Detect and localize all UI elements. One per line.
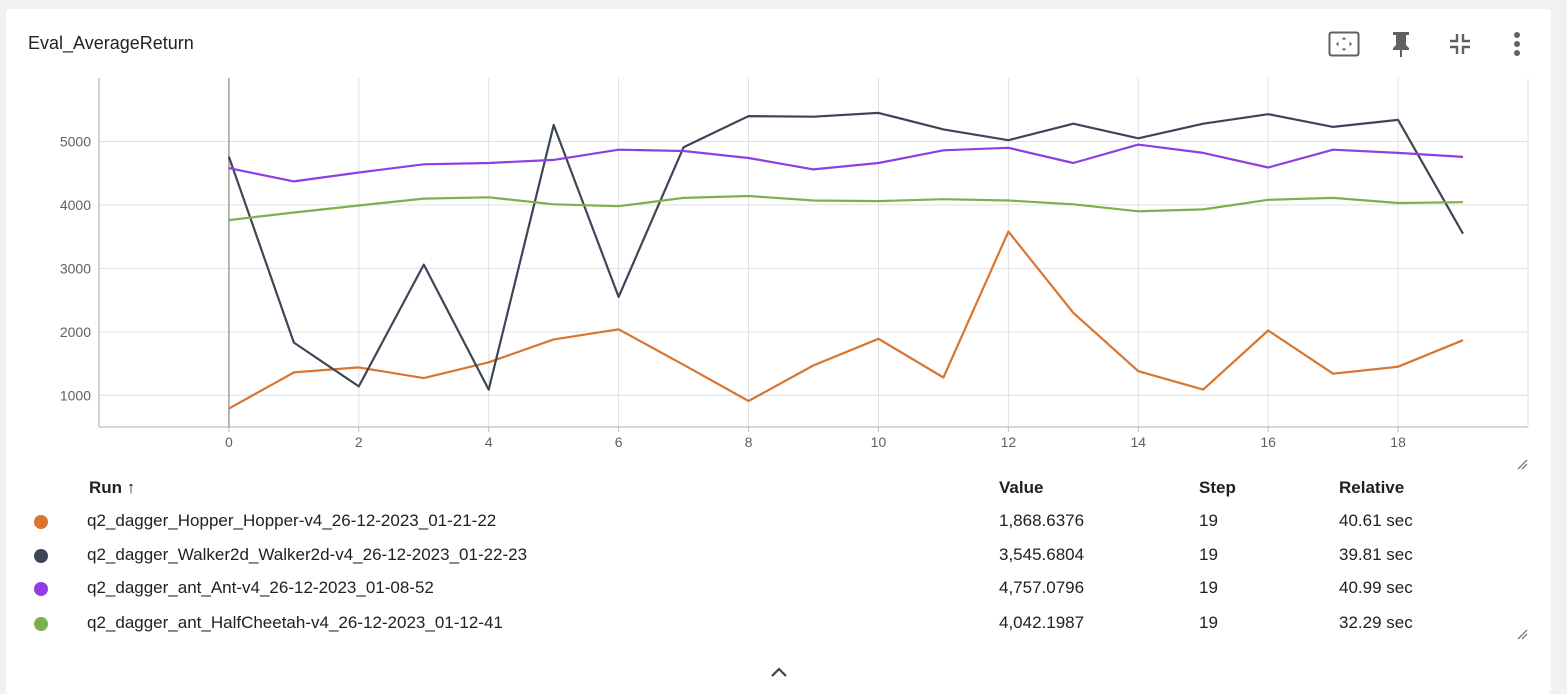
x-tick-label: 12	[1001, 434, 1017, 450]
y-tick-label: 5000	[60, 133, 91, 149]
run-step: 19	[1199, 613, 1218, 632]
chart-resize-handle[interactable]	[1516, 458, 1528, 470]
series-line	[228, 230, 1464, 410]
scalar-card: Eval_AverageReturn 0 2 4 6 8 10 12 14 16 18 1000 20…	[6, 9, 1551, 694]
x-tick-label: 6	[615, 434, 623, 450]
fullscreen-button[interactable]	[1324, 27, 1364, 61]
more-menu-button[interactable]	[1497, 27, 1537, 61]
run-name: q2_dagger_Walker2d_Walker2d-v4_26-12-202…	[87, 545, 528, 564]
run-name: q2_dagger_Hopper_Hopper-v4_26-12-2023_01…	[87, 511, 497, 530]
x-tick-label: 10	[871, 434, 887, 450]
legend-row[interactable]: q2_dagger_Hopper_Hopper-v4_26-12-2023_01…	[6, 505, 1551, 539]
header-value[interactable]: Value	[999, 478, 1044, 497]
run-relative: 40.61 sec	[1339, 511, 1413, 530]
line-chart[interactable]: 0 2 4 6 8 10 12 14 16 18 1000 2000 3000 4000 5000	[6, 9, 1551, 469]
more-vert-icon	[1514, 32, 1520, 56]
run-step: 19	[1199, 545, 1218, 564]
series-color-dot	[34, 617, 48, 631]
y-tick-label: 1000	[60, 387, 91, 403]
header-run[interactable]: Run ↑	[89, 478, 136, 497]
legend-row[interactable]: q2_dagger_ant_HalfCheetah-v4_26-12-2023_…	[6, 607, 1551, 641]
x-tick-label: 16	[1260, 434, 1276, 450]
x-tick-label: 0	[225, 434, 233, 450]
x-tick-label: 2	[355, 434, 363, 450]
run-relative: 40.99 sec	[1339, 578, 1413, 597]
run-name: q2_dagger_ant_HalfCheetah-v4_26-12-2023_…	[87, 613, 503, 632]
header-relative[interactable]: Relative	[1339, 478, 1405, 497]
collapse-card-button[interactable]	[1440, 27, 1480, 61]
pin-icon	[1393, 32, 1409, 57]
run-value: 3,545.6804	[999, 545, 1085, 564]
header-step[interactable]: Step	[1199, 478, 1236, 497]
run-value: 4,757.0796	[999, 578, 1085, 597]
series-color-dot	[34, 515, 48, 529]
run-value: 1,868.6376	[999, 511, 1085, 530]
run-relative: 39.81 sec	[1339, 545, 1413, 564]
y-tick-label: 2000	[60, 324, 91, 340]
card-title: Eval_AverageReturn	[28, 33, 194, 53]
run-step: 19	[1199, 511, 1218, 530]
series-color-dot	[34, 582, 48, 596]
pin-button[interactable]	[1381, 27, 1421, 61]
legend-row[interactable]: q2_dagger_Walker2d_Walker2d-v4_26-12-202…	[6, 539, 1551, 573]
x-tick-label: 4	[485, 434, 493, 450]
x-tick-label: 14	[1130, 434, 1146, 450]
run-step: 19	[1199, 578, 1218, 597]
run-value: 4,042.1987	[999, 613, 1085, 632]
expand-collapse-button[interactable]	[764, 659, 794, 685]
chevron-up-icon	[771, 667, 787, 677]
series-line	[228, 143, 1464, 183]
x-tick-label: 18	[1390, 434, 1406, 450]
collapse-icon	[1450, 34, 1470, 54]
run-relative: 32.29 sec	[1339, 613, 1413, 632]
legend-row[interactable]: q2_dagger_ant_Ant-v4_26-12-2023_01-08-52…	[6, 572, 1551, 606]
fit-to-screen-icon	[1328, 31, 1360, 57]
series-line	[228, 194, 1464, 222]
series-line	[227, 111, 1464, 391]
series-color-dot	[34, 549, 48, 563]
x-tick-label: 8	[745, 434, 753, 450]
y-tick-label: 3000	[60, 260, 91, 276]
run-name: q2_dagger_ant_Ant-v4_26-12-2023_01-08-52	[87, 578, 434, 597]
table-resize-handle[interactable]	[1516, 628, 1528, 640]
y-tick-label: 4000	[60, 197, 91, 213]
